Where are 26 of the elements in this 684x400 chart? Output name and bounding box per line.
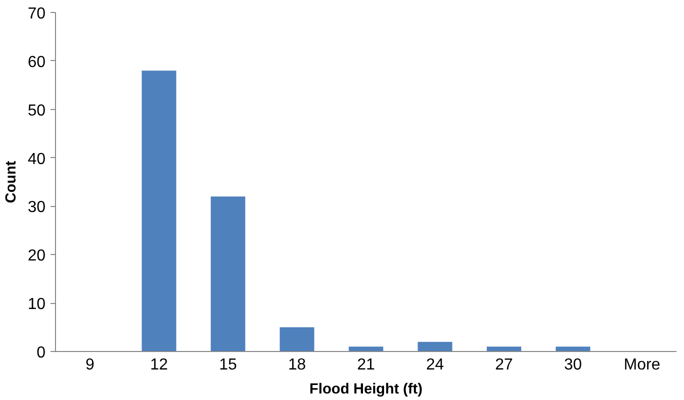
bar [348,346,384,352]
x-tick-label: 30 [564,356,582,374]
x-tick-label: 9 [86,356,95,374]
bar [418,342,452,352]
x-tick-label: 27 [495,356,513,374]
bar [486,346,522,352]
y-tick-label: 70 [28,6,46,22]
y-axis-title: Count [4,160,20,204]
y-tick-label: 60 [28,54,46,71]
bar [210,196,246,352]
y-tick-label: 20 [28,248,46,265]
x-tick-label: 15 [219,356,237,374]
x-tick-label: 18 [288,356,306,374]
x-tick-label: 24 [426,356,444,374]
y-tick-label: 30 [28,199,46,216]
bar [280,327,314,352]
x-axis-title: Flood Height (ft) [309,382,423,398]
y-tick-label: 40 [28,150,46,168]
x-tick-label: 21 [357,356,375,374]
y-tick-label: 10 [28,296,46,314]
x-tick-label: 12 [150,356,168,374]
x-tick-label: More [624,356,660,374]
bar [556,346,590,352]
bar [142,70,176,352]
y-tick-label: 50 [28,102,46,120]
y-tick-label: 0 [36,344,46,362]
